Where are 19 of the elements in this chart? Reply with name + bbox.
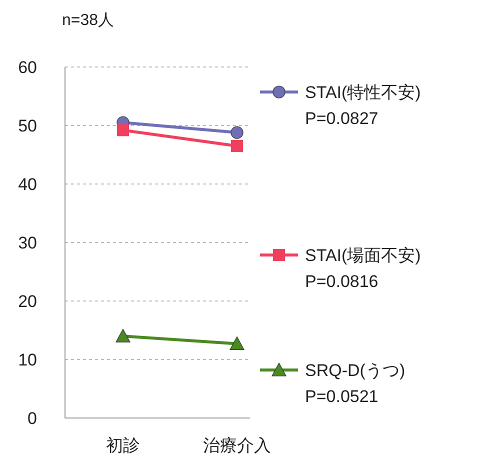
chart-title: n=38人 [62, 12, 114, 29]
y-tick-label: 0 [28, 409, 37, 428]
text: P=0.0816 [305, 272, 378, 291]
legend-label: STAI(場面不安) [305, 246, 421, 265]
x-tick-label: 治療介入 [203, 436, 271, 455]
text: P=0.0521 [305, 387, 378, 406]
x-tick-label: 初診 [106, 436, 140, 455]
y-tick-label: 60 [18, 58, 37, 77]
point [117, 124, 129, 136]
y-tick-label: 40 [18, 175, 37, 194]
point [231, 140, 243, 152]
y-tick-label: 30 [18, 234, 37, 252]
y-tick-label: 50 [18, 116, 37, 136]
legend-label: SRQ-D(うつ) [305, 361, 406, 380]
y-tick-label: 20 [18, 292, 37, 311]
point [230, 126, 244, 139]
legend-label: STAI(特性不安) [305, 83, 421, 102]
text: P=0.0827 [305, 109, 378, 128]
y-tick-label: 10 [18, 350, 37, 370]
